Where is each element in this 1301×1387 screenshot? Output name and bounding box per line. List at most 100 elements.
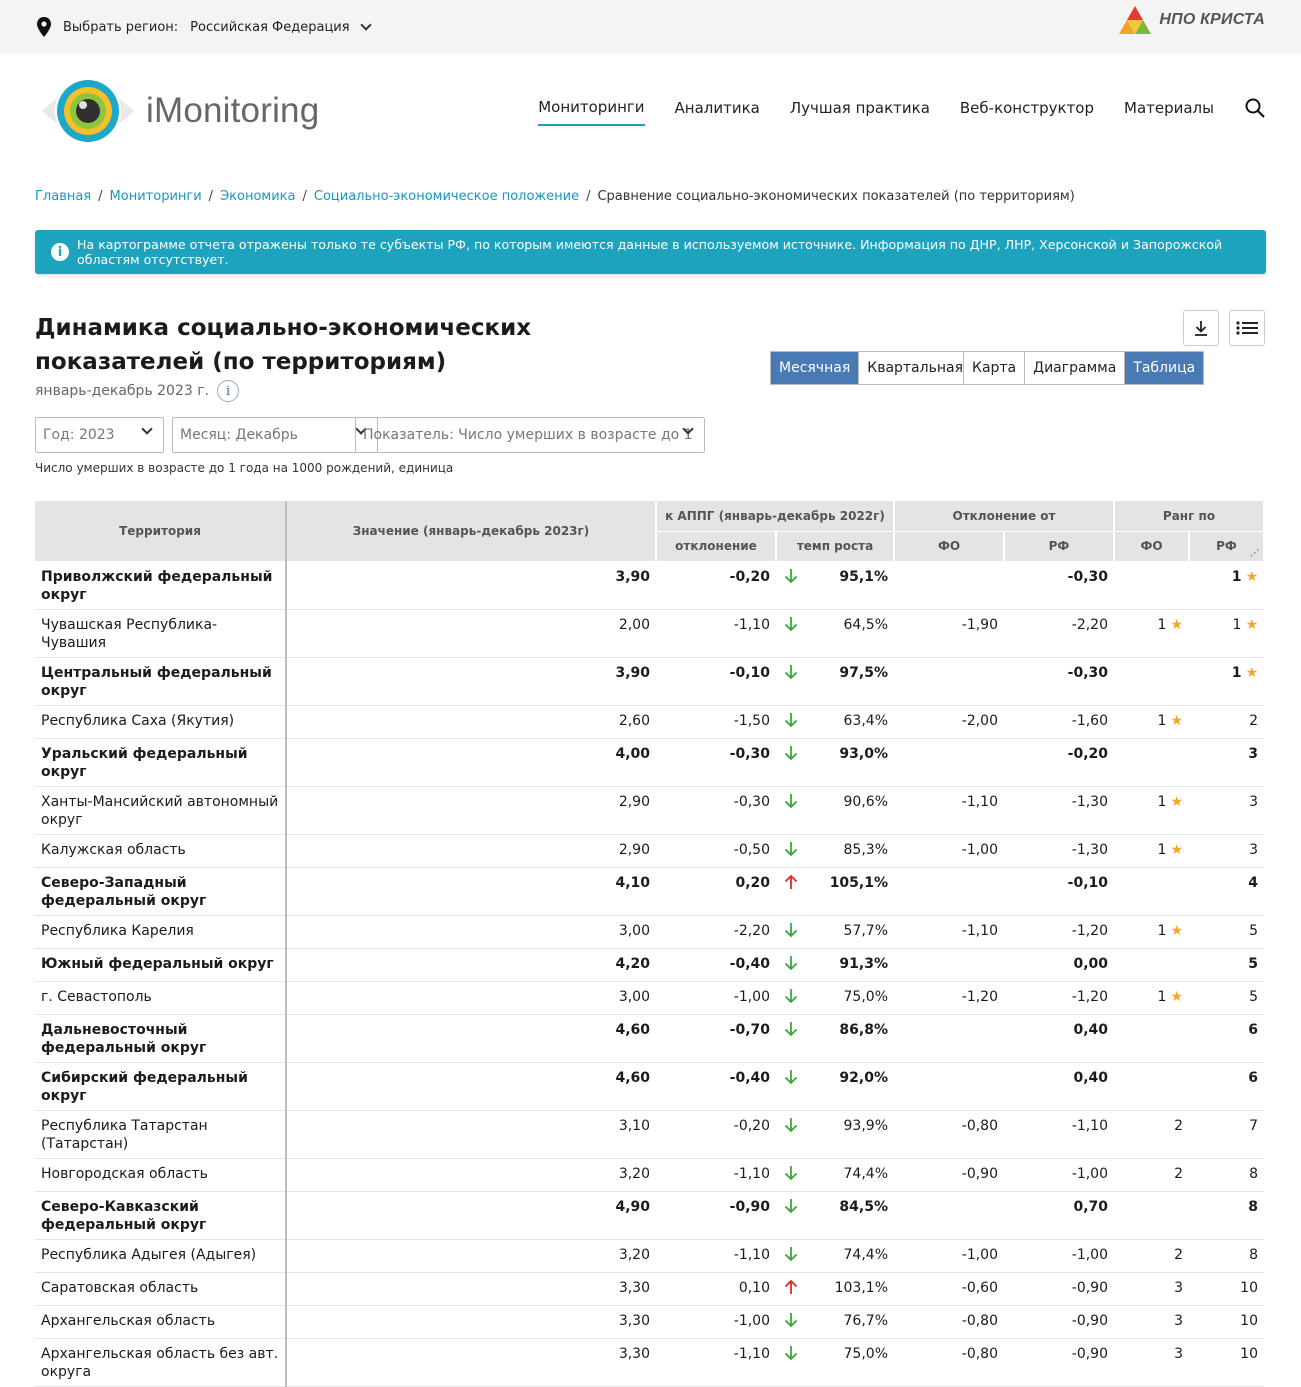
page-title: Динамика социально-экономических показат…	[35, 315, 532, 375]
cell-rank-rf: 10	[1189, 1305, 1264, 1339]
cell-rank-rf: 1 ★	[1189, 609, 1264, 658]
table-row[interactable]: Сибирский федеральный округ 4,60 -0,40 92,0…	[35, 1062, 1264, 1111]
rank-value: 8	[1249, 1246, 1258, 1263]
arrow-down-icon	[784, 841, 798, 856]
cell-dev-fo: -1,10	[894, 786, 1004, 835]
col-dev-rf[interactable]: РФ	[1004, 531, 1115, 562]
cell-value: 4,60	[285, 1062, 656, 1111]
cell-value: 3,30	[285, 1272, 656, 1306]
krista-logo[interactable]: НПО КРИСТА	[1117, 4, 1265, 36]
nav-item-monitorings[interactable]: Мониторинги	[538, 98, 645, 126]
cell-trend	[776, 1338, 812, 1387]
rank-value: 3	[1174, 1312, 1183, 1329]
cell-rank-fo	[1114, 1014, 1189, 1063]
cell-dev-fo: -0,60	[894, 1272, 1004, 1306]
breadcrumb-economy[interactable]: Экономика	[220, 189, 296, 204]
col-growth[interactable]: темп роста	[776, 531, 895, 562]
cell-rank-rf: 8	[1189, 1158, 1264, 1192]
toggle-monthly[interactable]: Месячная	[771, 352, 860, 384]
nav-item-web-constructor[interactable]: Веб-конструктор	[959, 99, 1094, 117]
col-deviation[interactable]: отклонение	[656, 531, 777, 562]
col-rank-fo[interactable]: ФО	[1114, 531, 1190, 562]
cell-rank-rf: 8	[1189, 1191, 1264, 1240]
cell-territory: Калужская область	[35, 834, 286, 868]
table-row[interactable]: г. Севастополь 3,00 -1,00 75,0% -1,20 -1,20 1 ★…	[35, 981, 1264, 1015]
cell-growth: 93,0%	[812, 738, 894, 787]
breadcrumb-socio-economic[interactable]: Социально-экономическое положение	[313, 189, 580, 204]
table-row[interactable]: Дальневосточный федеральный округ 4,60 -0,…	[35, 1014, 1264, 1063]
year-select-value: Год: 2023	[43, 427, 115, 443]
table-row[interactable]: Саратовская область 3,30 0,10 103,1% -0,60 -0…	[35, 1272, 1264, 1306]
cell-growth: 92,0%	[812, 1062, 894, 1111]
breadcrumb-home[interactable]: Главная	[35, 189, 92, 204]
toggle-diagram[interactable]: Диаграмма	[1025, 352, 1126, 384]
table-row[interactable]: Центральный федеральный округ 3,90 -0,10 97…	[35, 657, 1264, 706]
star-icon: ★	[1245, 664, 1258, 681]
nav-item-materials[interactable]: Материалы	[1124, 99, 1214, 117]
col-dev-fo[interactable]: ФО	[894, 531, 1005, 562]
cell-dev-rf: -1,00	[1004, 1158, 1114, 1192]
cell-value: 2,00	[285, 609, 656, 658]
imonitoring-logo[interactable]: iMonitoring	[40, 74, 319, 148]
rank-value: 1	[1157, 712, 1167, 729]
region-selector[interactable]: Выбрать регион: Российская Федерация	[35, 16, 372, 38]
table-row[interactable]: Республика Татарстан (Татарстан) 3,10 -0,2…	[35, 1110, 1264, 1159]
cell-dev-rf: -2,20	[1004, 609, 1114, 658]
cell-value: 4,90	[285, 1191, 656, 1240]
cell-deviation: -1,10	[656, 1338, 776, 1387]
cell-value: 3,30	[285, 1305, 656, 1339]
cell-rank-fo: 1 ★	[1114, 981, 1189, 1015]
cell-rank-fo	[1114, 561, 1189, 610]
nav-item-best-practice[interactable]: Лучшая практика	[789, 99, 930, 117]
table-row[interactable]: Уральский федеральный округ 4,00 -0,30 93,0…	[35, 738, 1264, 787]
cell-dev-rf: -1,20	[1004, 981, 1114, 1015]
col-rank-rf[interactable]: РФ	[1216, 539, 1237, 553]
year-select[interactable]: Год: 2023	[35, 417, 164, 453]
toggle-map[interactable]: Карта	[964, 352, 1026, 384]
table-row[interactable]: Северо-Западный федеральный округ 4,10 0,2…	[35, 867, 1264, 916]
table-row[interactable]: Чувашская Республика-Чувашия 2,00 -1,10 64,…	[35, 609, 1264, 658]
cell-deviation: -0,90	[656, 1191, 776, 1240]
cell-growth: 75,0%	[812, 1338, 894, 1387]
cell-growth: 103,1%	[812, 1272, 894, 1306]
rank-value: 7	[1249, 1117, 1258, 1134]
indicator-select[interactable]: Показатель: Число умерших в возрасте до …	[355, 417, 705, 453]
month-select[interactable]: Месяц: Декабрь	[172, 417, 378, 453]
table-row[interactable]: Республика Адыгея (Адыгея) 3,20 -1,10 74,4%…	[35, 1239, 1264, 1273]
table-row[interactable]: Ханты-Мансийский автономный округ 2,90 -0,…	[35, 786, 1264, 835]
list-menu-button[interactable]	[1229, 310, 1265, 346]
table-row[interactable]: Новгородская область 3,20 -1,10 74,4% -0,90-…	[35, 1158, 1264, 1192]
toggle-quarterly[interactable]: Квартальная	[859, 352, 971, 384]
col-territory[interactable]: Территория	[35, 501, 287, 562]
cell-trend	[776, 1239, 812, 1273]
nav-item-analytics[interactable]: Аналитика	[674, 99, 760, 117]
table-row[interactable]: Архангельская область без авт. округа 3,3…	[35, 1338, 1264, 1387]
chevron-down-icon[interactable]	[359, 18, 372, 31]
table-row[interactable]: Северо-Кавказский федеральный округ 4,90-…	[35, 1191, 1264, 1240]
table-row[interactable]: Республика Саха (Якутия) 2,60 -1,50 63,4% -2…	[35, 705, 1264, 739]
cell-trend	[776, 867, 812, 916]
breadcrumb-monitorings[interactable]: Мониторинги	[109, 189, 202, 204]
rank-value: 2	[1174, 1117, 1183, 1134]
cell-dev-fo: -1,00	[894, 1239, 1004, 1273]
cell-deviation: -0,70	[656, 1014, 776, 1063]
table-row[interactable]: Приволжский федеральный округ 3,90 -0,20 95…	[35, 561, 1264, 610]
period-info-icon[interactable]: i	[217, 380, 240, 402]
resize-handle-icon[interactable]: ⋰	[1250, 548, 1259, 559]
toggle-table[interactable]: Таблица	[1125, 352, 1204, 384]
arrow-down-icon	[784, 1246, 798, 1261]
table-row[interactable]: Калужская область 2,90 -0,50 85,3% -1,00 -1,3…	[35, 834, 1264, 868]
cell-growth: 75,0%	[812, 981, 894, 1015]
cell-value: 3,90	[285, 561, 656, 610]
col-value[interactable]: Значение (январь-декабрь 2023г)	[286, 501, 657, 562]
rank-value: 1	[1157, 616, 1167, 633]
table-row[interactable]: Республика Карелия 3,00 -2,20 57,7% -1,10 -1,…	[35, 915, 1264, 949]
table-row[interactable]: Южный федеральный округ 4,20 -0,40 91,3% 0,0…	[35, 948, 1264, 982]
cell-rank-rf: 3	[1189, 834, 1264, 868]
rank-value: 10	[1240, 1279, 1258, 1296]
search-icon[interactable]	[1244, 97, 1266, 119]
table-row[interactable]: Архангельская область 3,30 -1,00 76,7% -0,80…	[35, 1305, 1264, 1339]
region-value[interactable]: Российская Федерация	[190, 19, 350, 35]
download-button[interactable]	[1183, 310, 1219, 346]
month-select-value: Месяц: Декабрь	[180, 427, 298, 443]
